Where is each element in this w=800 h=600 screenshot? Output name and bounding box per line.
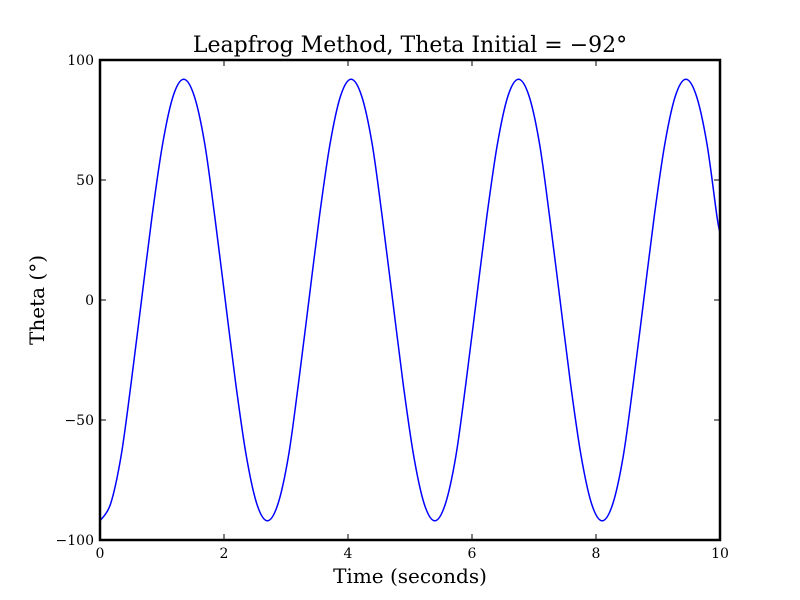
x-axis-label: Time (seconds) xyxy=(333,564,487,588)
chart-title: Leapfrog Method, Theta Initial = −92° xyxy=(193,33,627,58)
x-tick-label: 4 xyxy=(344,546,353,562)
y-tick-label: −100 xyxy=(56,533,94,549)
y-tick-label: 0 xyxy=(85,293,94,309)
x-tick-label: 6 xyxy=(468,546,477,562)
plot-area xyxy=(98,58,722,542)
y-tick-label: 50 xyxy=(76,173,94,189)
x-tick-label: 10 xyxy=(711,546,729,562)
y-axis: −100 −50 0 50 100 xyxy=(56,53,720,549)
plot-frame xyxy=(98,58,722,542)
x-tick-label: 8 xyxy=(592,546,601,562)
y-axis-label: Theta (°) xyxy=(25,255,49,345)
x-tick-label: 0 xyxy=(96,546,105,562)
y-tick-label: −50 xyxy=(64,413,94,429)
series-line xyxy=(99,78,721,522)
x-axis: 0 2 4 6 8 10 xyxy=(96,60,729,562)
y-tick-label: 100 xyxy=(67,53,94,69)
x-tick-label: 2 xyxy=(220,546,229,562)
